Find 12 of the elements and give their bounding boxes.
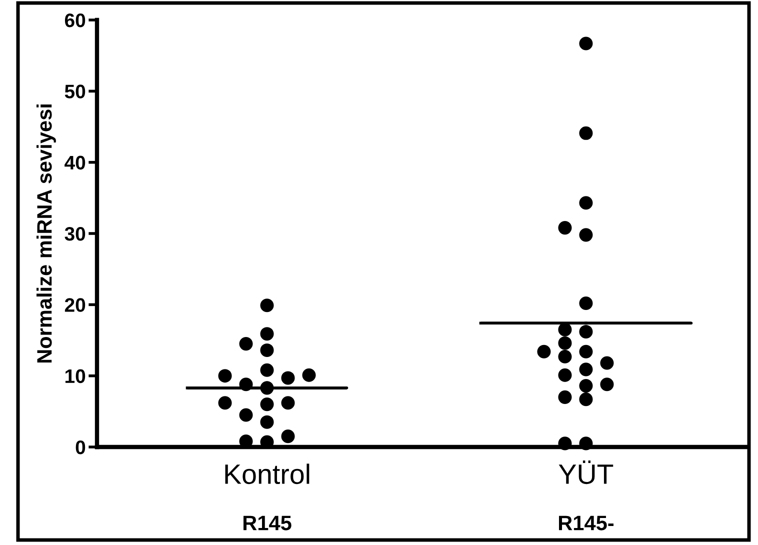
- y-tick-label: 10: [65, 369, 86, 384]
- y-axis-title: Normalize miRNA seviyesi: [36, 104, 56, 363]
- y-tick-label: 60: [64, 13, 86, 28]
- y-tick-label: 30: [64, 226, 86, 241]
- text: R145-: [558, 516, 614, 530]
- text: R145: [244, 516, 292, 530]
- x-tick-label: YÜT: [558, 460, 614, 484]
- x-tick-label: Kontrol: [225, 464, 310, 484]
- y-tick-label: 0: [76, 440, 86, 454]
- y-tick-label: 40: [64, 156, 86, 170]
- y-tick-label: 20: [64, 298, 86, 312]
- y-tick-label: 50: [64, 84, 86, 98]
